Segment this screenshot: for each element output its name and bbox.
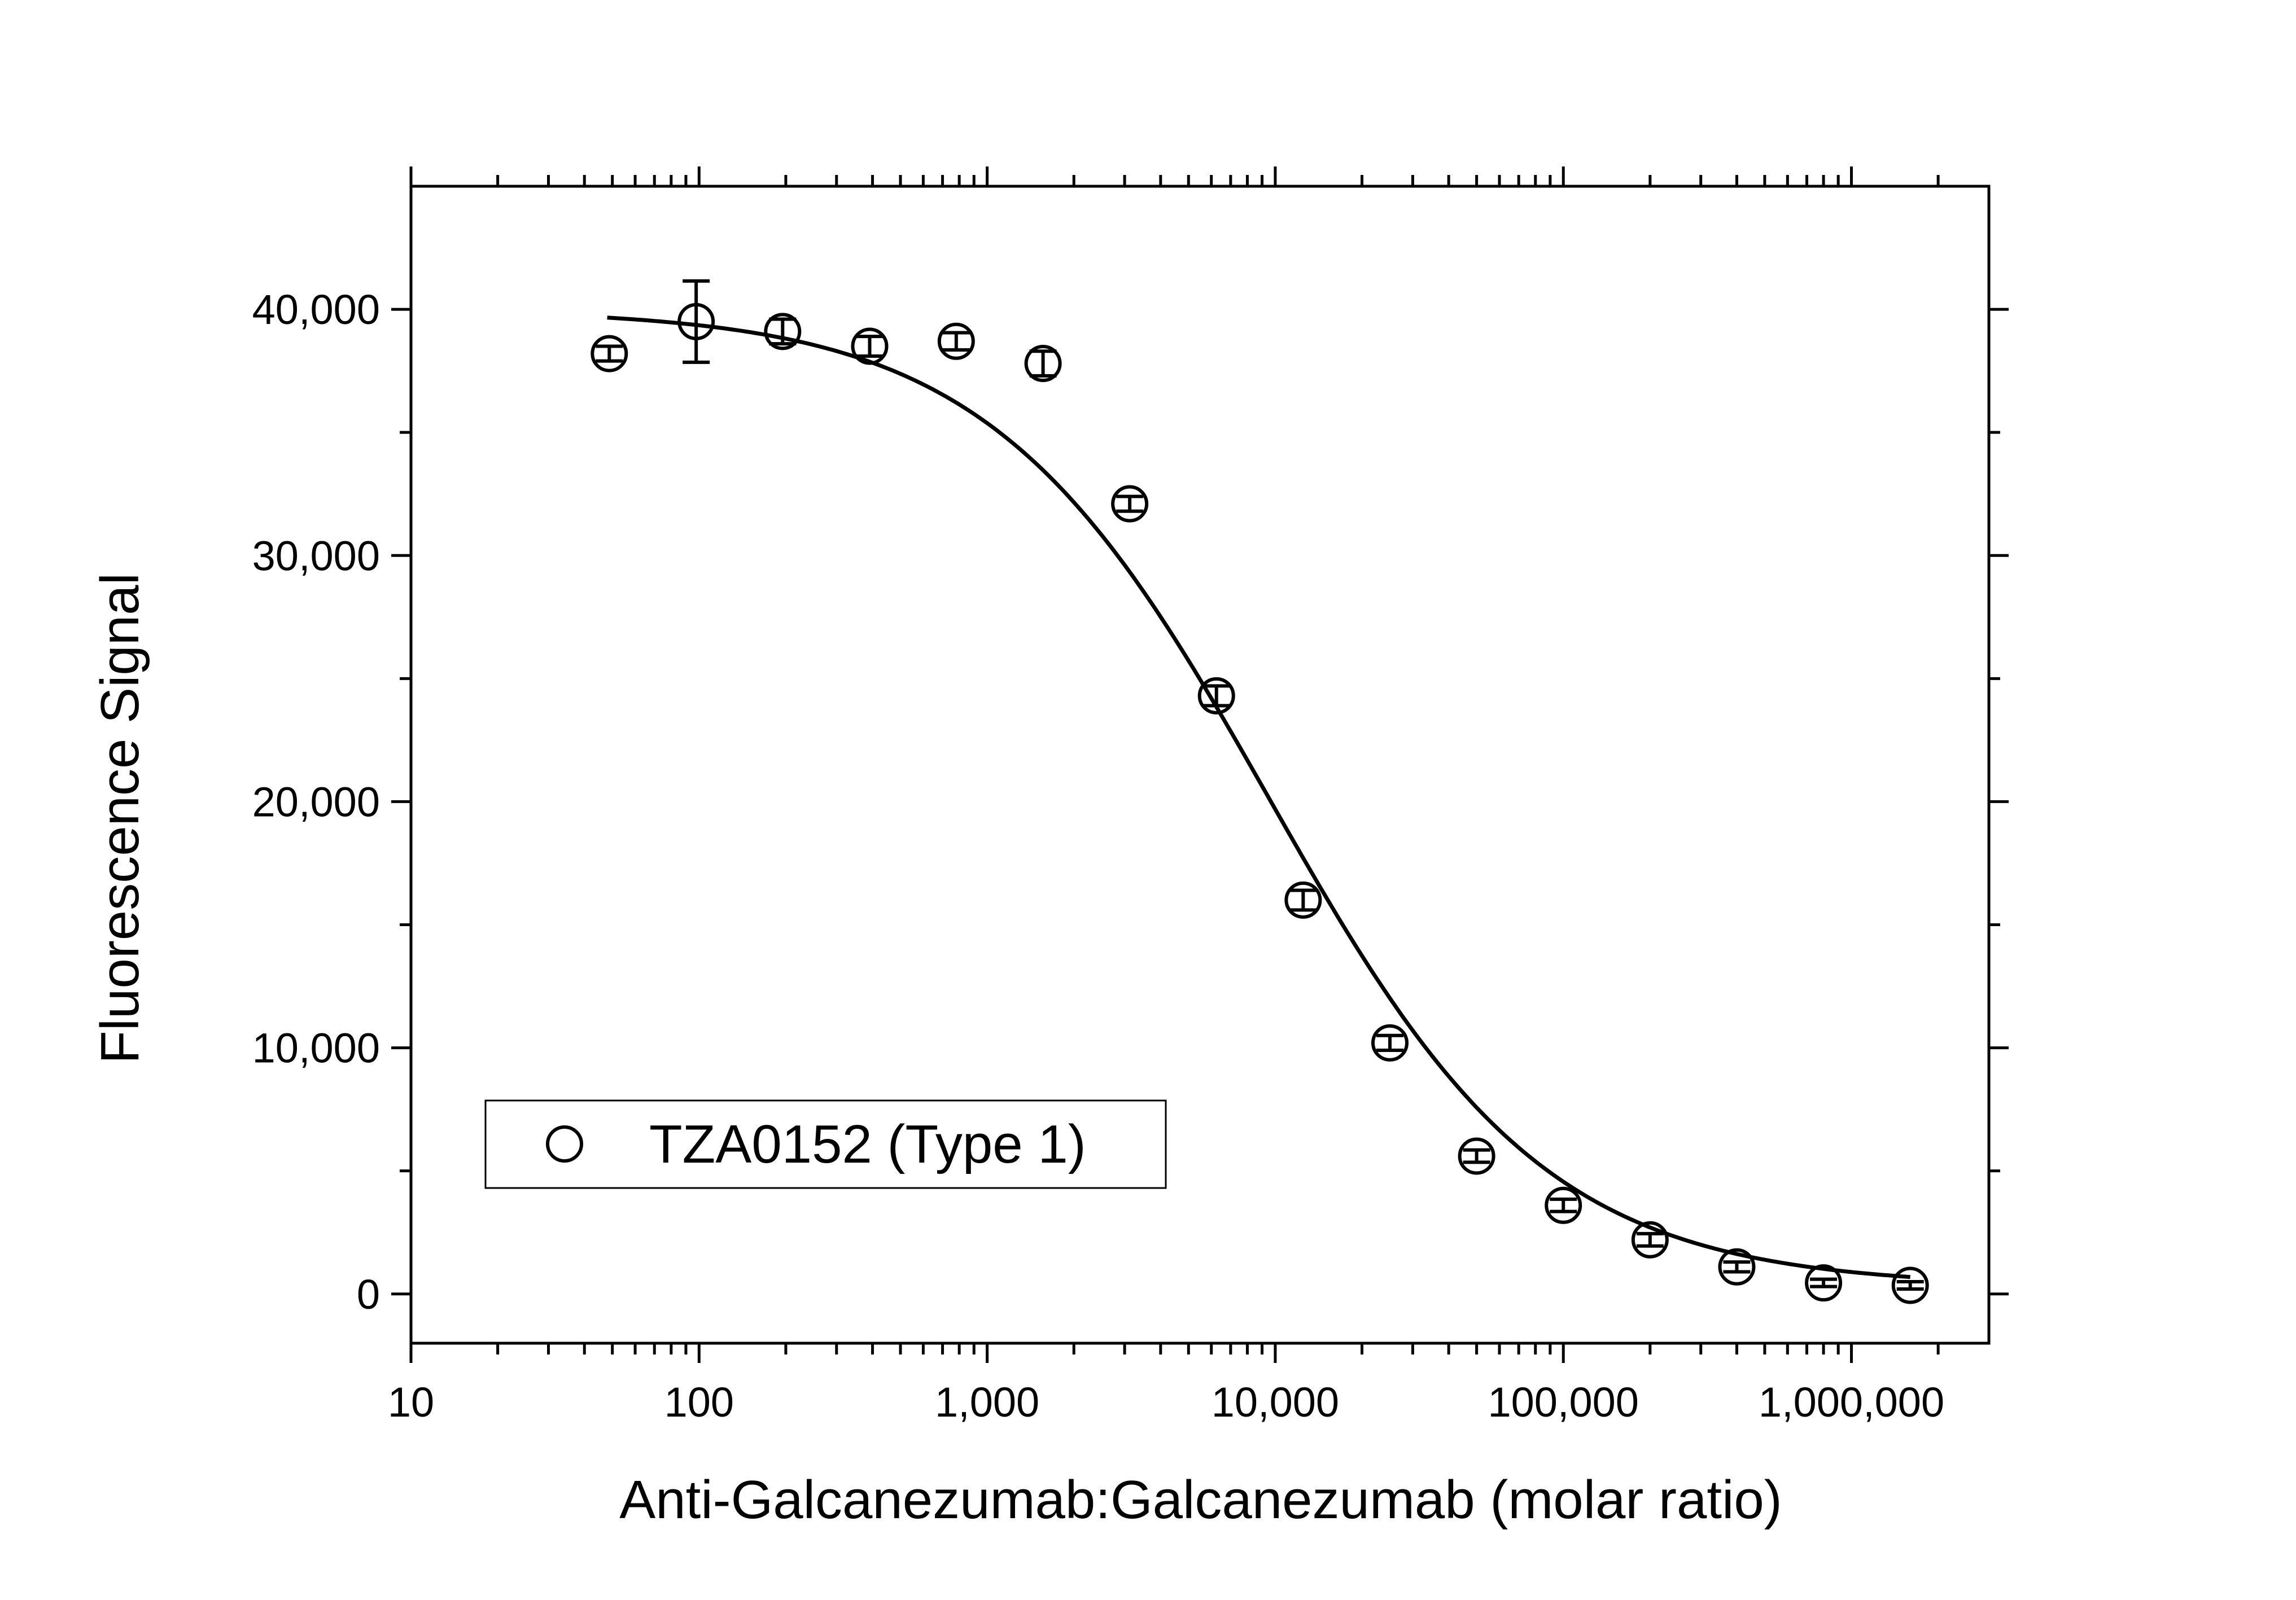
data-point-marker xyxy=(937,322,975,360)
data-points xyxy=(591,279,1929,1304)
plot-border xyxy=(409,185,1991,1345)
y-tick-label: 30,000 xyxy=(252,532,380,579)
data-point-marker xyxy=(1197,677,1235,714)
data-point-marker xyxy=(1631,1221,1669,1259)
data-point xyxy=(1371,1024,1409,1062)
data-point xyxy=(1284,881,1322,919)
y-tick-label: 20,000 xyxy=(252,778,380,825)
data-point-marker xyxy=(591,335,628,372)
data-point xyxy=(1718,1248,1756,1286)
legend-label: TZA0152 (Type 1) xyxy=(649,1114,1086,1174)
x-tick-label: 100 xyxy=(664,1379,734,1426)
data-point xyxy=(1545,1186,1582,1224)
y-axis: 0 10,000 20,000 30,000 40,000 xyxy=(252,286,2009,1318)
data-point-marker xyxy=(764,313,802,350)
data-point-marker xyxy=(851,327,889,365)
data-point xyxy=(937,322,975,360)
legend-box xyxy=(484,1099,1167,1189)
y-axis-title: Fluorescence Signal xyxy=(90,573,150,1064)
data-point xyxy=(764,313,802,350)
y-tick-label: 40,000 xyxy=(252,286,380,333)
data-point xyxy=(1631,1221,1669,1259)
x-axis: 10 100 1,000 10,000 100,000 1,000,000 xyxy=(388,166,1944,1426)
y-tick-label: 0 xyxy=(357,1271,380,1318)
data-point xyxy=(591,335,628,372)
data-point-marker xyxy=(677,303,715,340)
x-tick-label: 100,000 xyxy=(1488,1379,1639,1426)
data-point xyxy=(1805,1264,1843,1302)
data-point xyxy=(1024,345,1062,383)
x-tick-label: 1,000,000 xyxy=(1759,1379,1944,1426)
data-point xyxy=(1458,1137,1495,1175)
data-point-marker xyxy=(1371,1024,1409,1062)
data-point xyxy=(1891,1266,1929,1304)
data-point-marker xyxy=(1111,485,1149,523)
data-point xyxy=(851,327,889,365)
x-axis-title: Anti-Galcanezumab:Galcanezumab (molar ra… xyxy=(619,1470,1782,1530)
data-point xyxy=(677,279,715,364)
data-point-marker xyxy=(1458,1137,1495,1175)
x-tick-label: 1,000 xyxy=(935,1379,1039,1426)
legend: TZA0152 (Type 1) xyxy=(484,1099,1167,1189)
legend-marker xyxy=(546,1125,583,1163)
data-point-marker xyxy=(1284,881,1322,919)
data-point xyxy=(1111,485,1149,523)
data-point-marker xyxy=(1805,1264,1843,1302)
data-point-marker xyxy=(1718,1248,1756,1286)
x-tick-label: 10,000 xyxy=(1212,1379,1339,1426)
fit-curve xyxy=(607,315,1910,1279)
plot-frame xyxy=(409,185,1991,1345)
data-point-marker xyxy=(1891,1266,1929,1304)
x-tick-label: 10 xyxy=(388,1379,434,1426)
data-point-marker xyxy=(1545,1186,1582,1224)
data-point-marker xyxy=(1024,345,1062,383)
data-point xyxy=(1197,677,1235,714)
y-tick-label: 10,000 xyxy=(252,1025,380,1072)
